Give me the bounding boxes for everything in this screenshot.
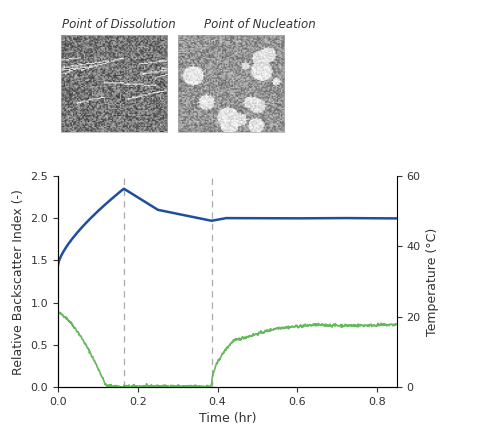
Text: Point of Nucleation: Point of Nucleation: [204, 18, 316, 31]
Y-axis label: Temperature (°C): Temperature (°C): [426, 227, 439, 336]
Y-axis label: Relative Backscatter Index (-): Relative Backscatter Index (-): [12, 189, 25, 374]
X-axis label: Time (hr): Time (hr): [199, 412, 256, 425]
Text: Point of Dissolution: Point of Dissolution: [62, 18, 176, 31]
